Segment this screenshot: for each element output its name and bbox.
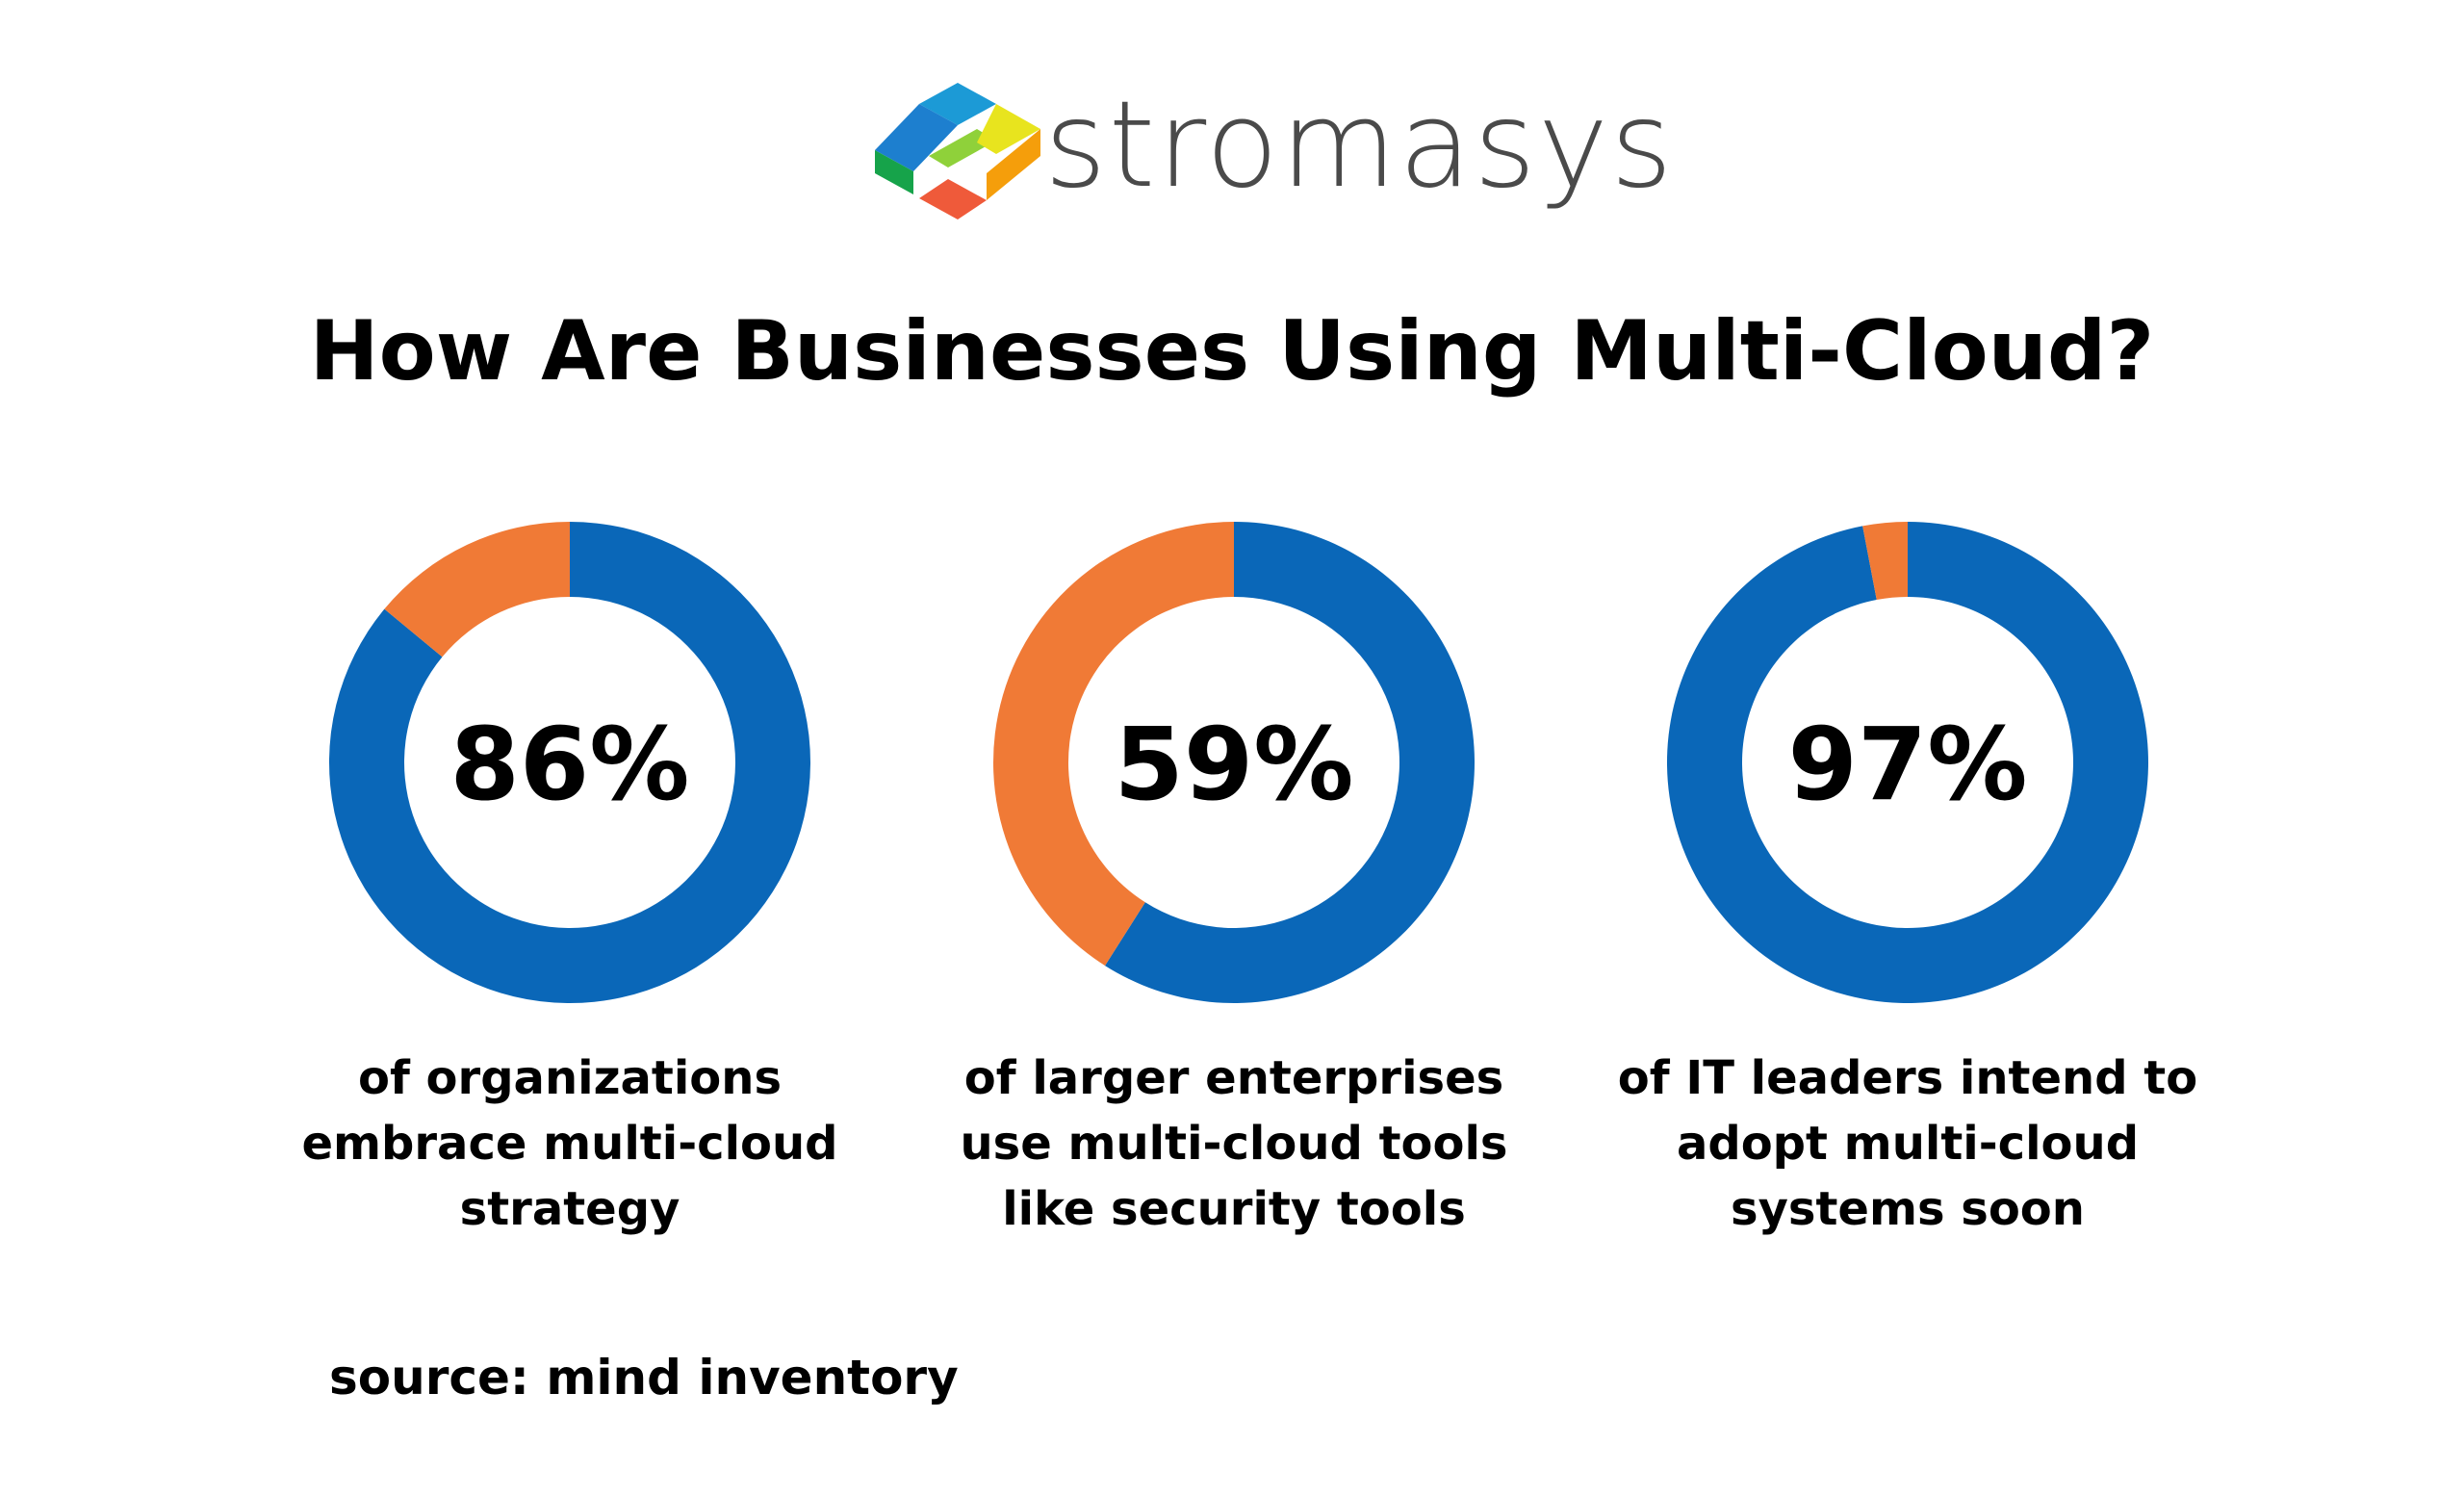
logo-facet-bottom <box>919 179 987 219</box>
caption-2: of larger enterprises use multi-cloud to… <box>936 1045 1532 1242</box>
logo-facet-left-low <box>875 150 913 194</box>
donut-3-slice-1 <box>1666 522 2148 1003</box>
donut-1-slice-2 <box>384 522 570 658</box>
donut-2-value-label: 59% <box>1115 706 1354 823</box>
donut-3-slice-2 <box>1862 522 1908 601</box>
caption-1-line-1: of organizations <box>357 1051 783 1105</box>
logo-facet-left <box>875 104 958 171</box>
logo-facet-right-low <box>987 129 1040 200</box>
source-note: source: mind inventory <box>329 1350 959 1406</box>
caption-2-line-1: of larger enterprises <box>963 1051 1504 1105</box>
donut-2-slice-1 <box>1105 522 1476 1003</box>
stromasys-logo-icon <box>875 83 1040 219</box>
caption-1-line-2: embrace multi-cloud <box>301 1117 838 1171</box>
caption-3-line-2: adopt multi-cloud <box>1676 1117 2140 1171</box>
donut-3-value-label: 97% <box>1788 706 2028 823</box>
logo-wordmark: stromasys <box>1044 76 1675 215</box>
page-title: How Are Businesses Using Multi-Cloud? <box>309 303 2155 400</box>
caption-1: of organizations embrace multi-cloud str… <box>271 1045 868 1242</box>
donut-1-value-label: 86% <box>450 706 690 823</box>
caption-2-line-2: use multi-cloud tools <box>960 1117 1508 1171</box>
caption-2-line-3: like security tools <box>1002 1182 1466 1236</box>
caption-3: of IT leaders intend to adopt multi-clou… <box>1609 1045 2206 1242</box>
donut-1-slice-1 <box>328 522 810 1004</box>
logo-facet-right <box>977 104 1040 154</box>
caption-1-line-3: strategy <box>459 1182 680 1236</box>
caption-3-line-3: systems soon <box>1731 1182 2085 1236</box>
donut-2-slice-2 <box>993 522 1234 967</box>
stromasys-logo: stromasys <box>871 76 1673 223</box>
caption-3-line-1: of IT leaders intend to <box>1617 1051 2198 1105</box>
